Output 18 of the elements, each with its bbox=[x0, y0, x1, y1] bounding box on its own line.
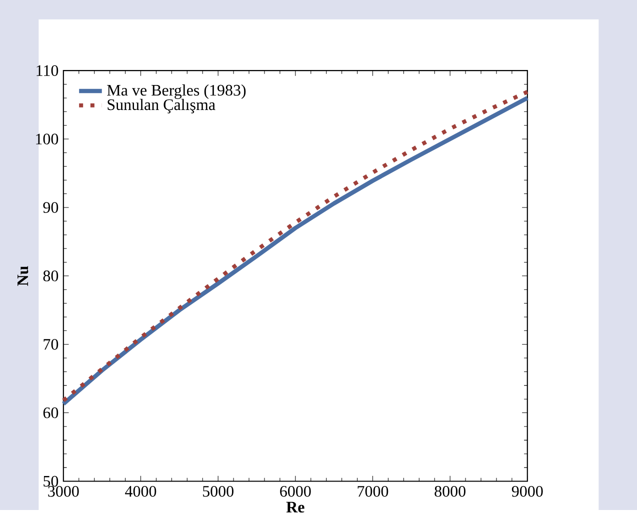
y-tick-label: 50 bbox=[44, 476, 58, 487]
x-tick-label: 9000 bbox=[512, 486, 543, 497]
y-axis-title: Nu bbox=[18, 266, 28, 286]
y-tick-label: 110 bbox=[36, 65, 58, 76]
x-tick-label: 3000 bbox=[48, 486, 79, 497]
x-tick-label: 6000 bbox=[280, 486, 311, 497]
x-tick-label: 8000 bbox=[434, 486, 466, 497]
x-axis-title: Re bbox=[286, 502, 304, 513]
y-tick-label: 70 bbox=[44, 338, 58, 350]
y-tick-label: 90 bbox=[43, 202, 58, 213]
y-tick-label: 100 bbox=[36, 134, 58, 144]
legend-label: Ma ve Bergles (1983) bbox=[107, 84, 246, 99]
y-tick-label: 80 bbox=[43, 270, 58, 282]
x-tick-label: 5000 bbox=[203, 486, 234, 497]
legend-label: Sunulan Çalışma bbox=[108, 98, 216, 114]
y-tick-label: 60 bbox=[43, 407, 58, 418]
x-tick-label: 4000 bbox=[125, 486, 156, 497]
x-tick-label: 7000 bbox=[358, 486, 388, 497]
